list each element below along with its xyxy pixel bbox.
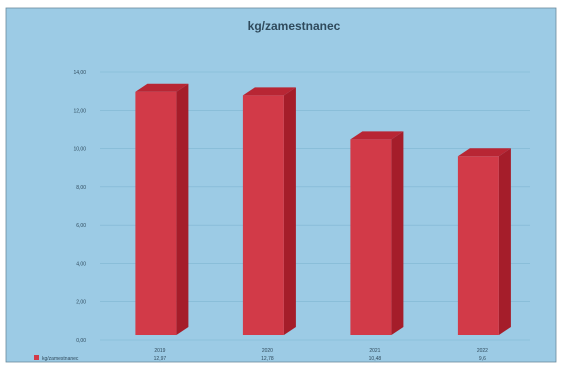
x-tick-label: 2022 xyxy=(477,348,488,354)
bar xyxy=(135,91,177,336)
y-tick-label: 14,00 xyxy=(73,70,86,76)
bar-side xyxy=(283,87,296,336)
bar xyxy=(457,156,499,335)
bars xyxy=(135,83,511,336)
legend: kg/zamestnanec xyxy=(34,355,79,362)
y-tick-label: 4,00 xyxy=(76,261,86,267)
bar-top xyxy=(135,83,189,92)
y-tick-label: 6,00 xyxy=(76,223,86,229)
bar xyxy=(242,95,284,336)
data-label: 12,78 xyxy=(261,356,274,362)
data-label: 9,6 xyxy=(479,356,486,362)
y-tick-label: 10,00 xyxy=(73,147,86,153)
chart-title: kg/zamestnanec xyxy=(248,19,341,33)
bar-top xyxy=(242,87,296,96)
y-tick-label: 2,00 xyxy=(76,300,86,306)
y-axis-ticks: 0,00 2,00 4,00 6,00 8,00 10,00 12,00 14,00 xyxy=(73,70,86,344)
data-table-values: 12,97 12,78 10,48 9,6 xyxy=(154,356,486,362)
bar-side xyxy=(391,131,404,335)
bar-top xyxy=(457,148,511,157)
bar xyxy=(350,139,392,335)
bar-side xyxy=(176,83,189,336)
y-tick-label: 8,00 xyxy=(76,185,86,191)
x-tick-label: 2020 xyxy=(262,348,273,354)
legend-label: kg/zamestnanec xyxy=(42,356,79,362)
data-label: 12,97 xyxy=(154,356,167,362)
x-tick-label: 2019 xyxy=(154,348,165,354)
data-label: 10,48 xyxy=(369,356,382,362)
bar-top xyxy=(350,131,404,140)
legend-swatch xyxy=(34,355,39,360)
x-tick-label: 2021 xyxy=(369,348,380,354)
y-tick-label: 12,00 xyxy=(73,108,86,114)
y-tick-label: 0,00 xyxy=(76,338,86,344)
x-axis-categories: 2019 2020 2021 2022 xyxy=(154,348,488,354)
bar-side xyxy=(498,148,511,335)
